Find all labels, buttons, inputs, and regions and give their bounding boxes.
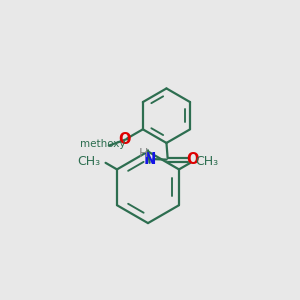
Text: methoxy: methoxy	[80, 140, 126, 149]
Text: N: N	[143, 152, 156, 166]
Text: O: O	[118, 132, 131, 147]
Text: CH₃: CH₃	[196, 154, 219, 168]
Text: CH₃: CH₃	[77, 154, 101, 168]
Text: H: H	[138, 147, 148, 160]
Text: O: O	[186, 152, 199, 167]
